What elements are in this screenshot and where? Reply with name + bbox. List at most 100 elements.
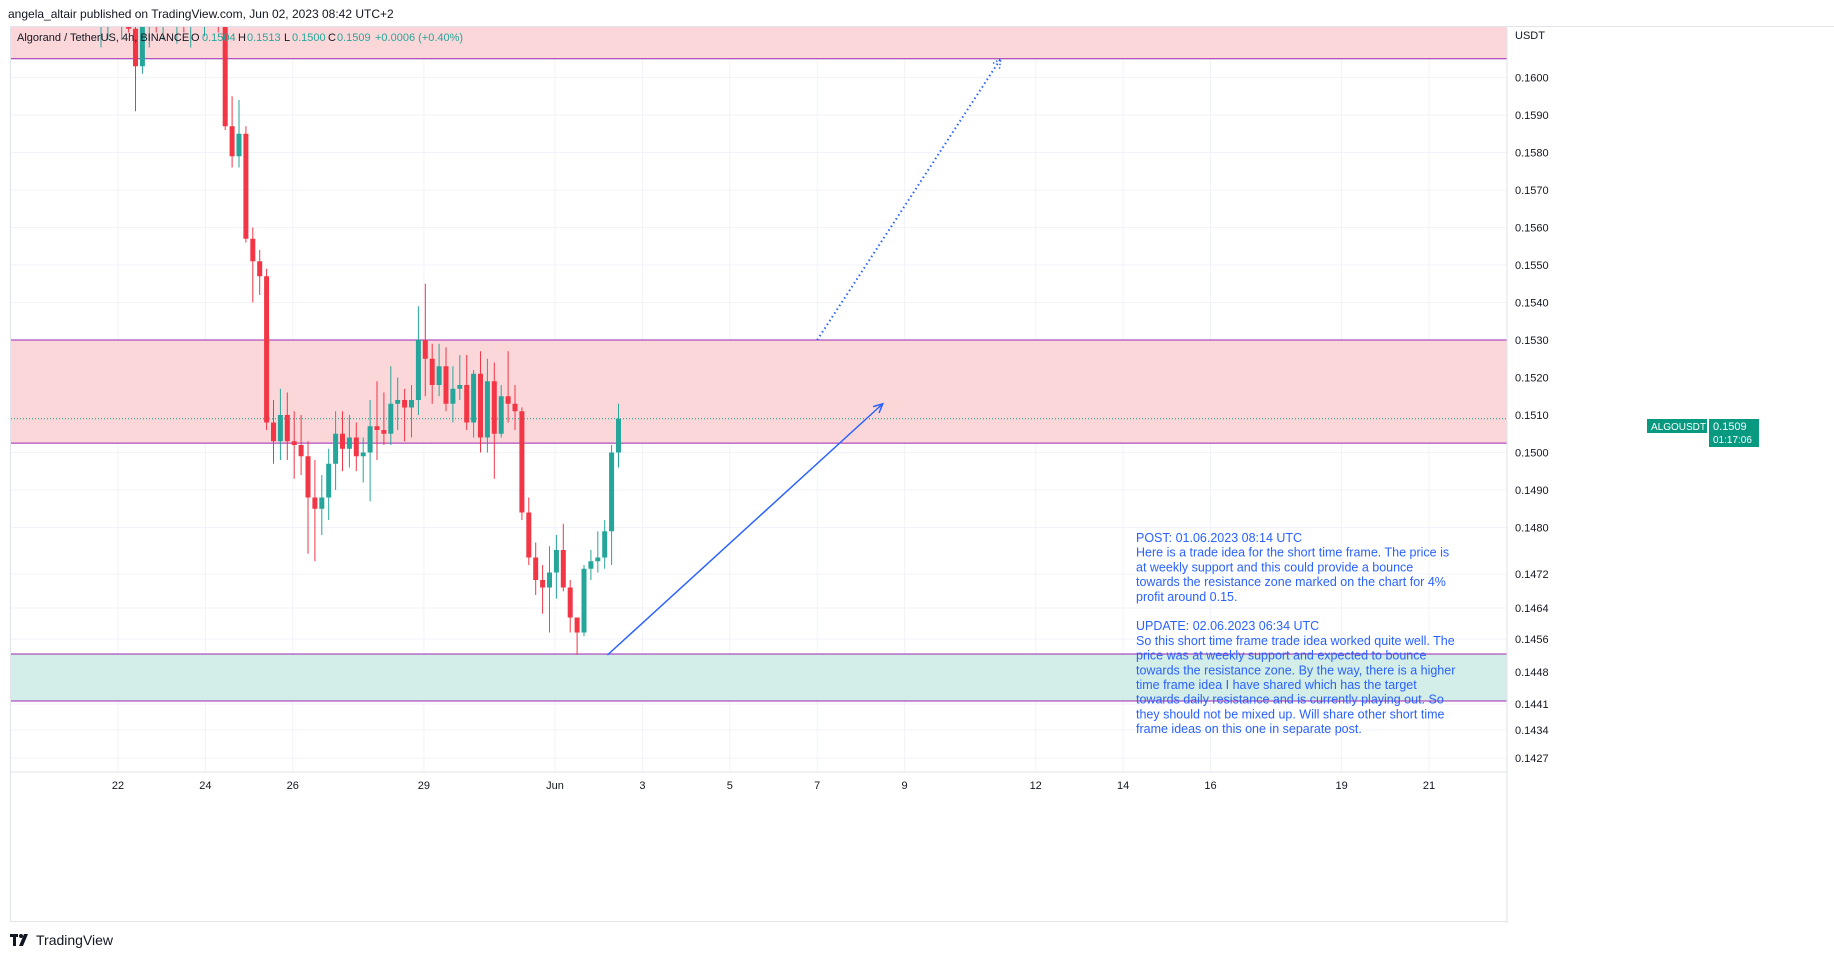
candle-body <box>526 512 532 558</box>
candle-down <box>533 542 539 595</box>
candle-up <box>326 448 332 520</box>
candle-up <box>415 306 421 415</box>
current-price-tag[interactable]: ALGOUSDT 0.1509 01:17:06 <box>1647 419 1759 447</box>
legend-symbol: Algorand / TetherUS, 4h, BINANCE <box>17 32 189 44</box>
candle-down <box>250 227 256 303</box>
candle-up <box>609 445 615 565</box>
candle-body <box>257 261 263 277</box>
candles <box>100 27 621 655</box>
candle-down <box>540 565 546 614</box>
candle-body <box>415 340 421 400</box>
candle-down <box>478 351 483 453</box>
candle-up <box>148 27 150 48</box>
legend-o-value: 0.1504 <box>202 32 236 44</box>
candle-body <box>346 437 352 449</box>
candle-up <box>100 27 102 48</box>
candle-up <box>602 520 608 569</box>
price-tick-label: 0.1530 <box>1515 335 1549 347</box>
tradingview-logo[interactable]: TradingView <box>10 932 113 948</box>
candle-body <box>250 238 256 262</box>
candle-down <box>422 283 428 397</box>
candle-body <box>422 340 428 359</box>
candle-down <box>505 351 511 423</box>
candle-up <box>616 403 621 468</box>
candle-up <box>107 27 109 40</box>
candle-body <box>388 403 394 434</box>
candle-down <box>443 347 449 412</box>
price-axis[interactable]: USDT 0.1427 0.1434 0.1441 0.1448 0.1456 0.1464… <box>1506 27 1834 923</box>
candle-down <box>491 362 497 479</box>
note-line: Here is a trade idea for the short time … <box>1136 546 1449 560</box>
candle-up <box>553 535 559 599</box>
note-line: towards the resistance zone marked on th… <box>1136 575 1446 589</box>
price-tick-label: 0.1464 <box>1515 603 1549 615</box>
candle-body <box>595 557 601 562</box>
candle-body <box>512 403 518 412</box>
time-tick-label: 14 <box>1117 780 1129 792</box>
price-tick-label: 0.1490 <box>1515 485 1549 497</box>
candle-body <box>588 561 594 569</box>
note-line: at weekly support and this could provide… <box>1136 560 1413 574</box>
price-tick-label: 0.1590 <box>1515 110 1549 122</box>
tradingview-logo-icon <box>10 934 28 946</box>
candle-up <box>484 358 490 453</box>
price-tick-label: 0.1448 <box>1515 667 1549 679</box>
candle-down <box>512 385 518 430</box>
time-tick-label: 24 <box>199 780 211 792</box>
time-axis[interactable]: 22 24 26 29 Jun 3 5 7 9 12 14 16 19 21 <box>11 771 1507 792</box>
dotted-target-arrow[interactable] <box>816 58 1002 341</box>
upper-resistance-zone <box>11 27 1507 59</box>
candle-up <box>346 415 352 468</box>
price-tag-symbol: ALGOUSDT <box>1651 422 1706 433</box>
candle-up <box>581 565 587 637</box>
candle-body <box>436 366 442 385</box>
candle-body <box>560 550 566 588</box>
trade-idea-arrow[interactable] <box>606 403 884 656</box>
candle-body <box>305 456 311 498</box>
candle-body <box>381 430 387 434</box>
candle-body <box>533 557 539 580</box>
candle-up <box>457 355 463 400</box>
candle-up <box>139 27 145 74</box>
price-axis-bg <box>1507 27 1834 923</box>
price-tick-label: 0.1560 <box>1515 223 1549 235</box>
chart-area[interactable]: USDT 0.1427 0.1434 0.1441 0.1448 0.1456 0.1464… <box>10 26 1834 923</box>
candle-body <box>602 531 608 558</box>
price-tick-label: 0.1472 <box>1515 569 1549 581</box>
candle-body <box>471 373 477 423</box>
candle-up <box>436 343 442 397</box>
candle-down <box>374 381 380 460</box>
note-line: frame ideas on this one in separate post… <box>1136 722 1362 736</box>
candlestick-chart[interactable]: USDT 0.1427 0.1434 0.1441 0.1448 0.1456 0.1464… <box>11 27 1834 923</box>
trend-arrows[interactable] <box>606 57 1002 656</box>
legend-h-label: H <box>238 32 246 44</box>
candle-down <box>264 268 270 430</box>
candle-up <box>121 27 123 40</box>
candle-down <box>567 580 573 633</box>
candle-down <box>291 411 297 479</box>
candle-up <box>236 100 242 168</box>
candle-body <box>609 452 615 532</box>
price-tick-label: 0.1500 <box>1515 448 1549 460</box>
note-line: price was at weekly support and expected… <box>1136 649 1427 663</box>
price-tag-countdown: 01:17:06 <box>1713 435 1752 446</box>
candle-body <box>360 452 366 457</box>
candle-up <box>409 385 414 438</box>
candle-body <box>277 415 283 442</box>
candle-body <box>581 568 587 633</box>
candle-body <box>553 550 559 573</box>
price-tag-symbol-bg <box>1647 419 1707 433</box>
candle-up <box>367 400 373 502</box>
candle-body <box>271 422 276 442</box>
note-line: UPDATE: 02.06.2023 06:34 UTC <box>1136 619 1319 633</box>
time-tick-label: 19 <box>1335 780 1347 792</box>
price-tick-label: 0.1520 <box>1515 373 1549 385</box>
candle-down <box>340 411 345 472</box>
candle-down <box>526 497 532 565</box>
candle-body <box>374 426 380 430</box>
note-line: towards the resistance zone. By the way,… <box>1136 663 1455 677</box>
candle-body <box>484 381 490 438</box>
price-tick-label: 0.1600 <box>1515 73 1549 85</box>
note-line: profit around 0.15. <box>1136 590 1237 604</box>
